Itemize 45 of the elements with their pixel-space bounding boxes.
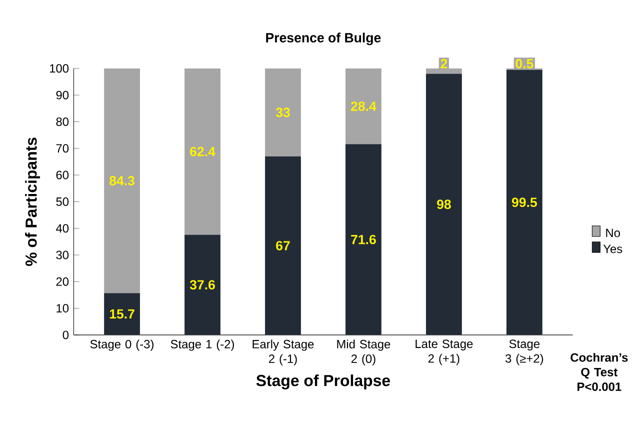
data-label: 37.6 bbox=[190, 280, 215, 290]
bar bbox=[184, 68, 220, 235]
y-tick-label: 90 bbox=[56, 90, 69, 100]
x-tick-label: Mid Stage 2 (0) bbox=[337, 340, 390, 366]
data-label: 99.5 bbox=[512, 198, 537, 207]
bar bbox=[104, 293, 140, 335]
data-label: 2 bbox=[440, 58, 448, 68]
bar bbox=[265, 68, 301, 156]
y-tick-label: 40 bbox=[56, 224, 69, 233]
y-tick-label: 50 bbox=[56, 197, 69, 206]
x-tick-label: Late Stage 2 (+1) bbox=[416, 340, 473, 365]
y-tick-label: 70 bbox=[56, 144, 69, 153]
bar bbox=[345, 68, 382, 144]
bar bbox=[265, 156, 301, 335]
legend-label: Yes bbox=[603, 244, 622, 254]
data-label: 0.5 bbox=[516, 58, 534, 68]
bar bbox=[426, 74, 462, 335]
data-label: 33 bbox=[276, 108, 290, 118]
data-label: 71.6 bbox=[351, 234, 376, 244]
y-axis-title: % of Participants bbox=[25, 138, 40, 266]
y-tick-label: 30 bbox=[56, 250, 69, 260]
y-tick-label: 0 bbox=[62, 330, 69, 340]
text: Cochran’s Q Test P<0.001 bbox=[570, 352, 628, 391]
y-tick-label: 20 bbox=[56, 277, 69, 286]
bar bbox=[184, 234, 220, 335]
data-label: 67 bbox=[276, 240, 290, 250]
legend-label: No bbox=[606, 228, 620, 238]
x-tick-label: Stage 3 (≥+2) bbox=[505, 340, 544, 365]
bar bbox=[345, 144, 382, 335]
data-label: 84.3 bbox=[109, 176, 134, 186]
bar bbox=[104, 68, 140, 294]
data-label: 28.4 bbox=[350, 102, 376, 111]
y-tick-label: 100 bbox=[50, 64, 69, 73]
data-label: 62.4 bbox=[190, 146, 216, 156]
y-tick-label: 80 bbox=[56, 117, 69, 126]
x-tick-label: Stage 0 (-3) bbox=[90, 340, 154, 351]
data-label: 15.7 bbox=[110, 309, 134, 319]
bar bbox=[506, 70, 542, 335]
x-axis-title: Stage of Prolapse bbox=[256, 374, 390, 390]
y-tick-label: 10 bbox=[56, 304, 69, 312]
y-tick-label: 60 bbox=[56, 170, 69, 180]
x-tick-label: Early Stage 2 (-1) bbox=[252, 340, 314, 366]
chart-title: Presence of Bulge bbox=[266, 32, 381, 46]
x-tick-label: Stage 1 (-2) bbox=[170, 340, 234, 351]
data-label: 98 bbox=[437, 200, 451, 209]
